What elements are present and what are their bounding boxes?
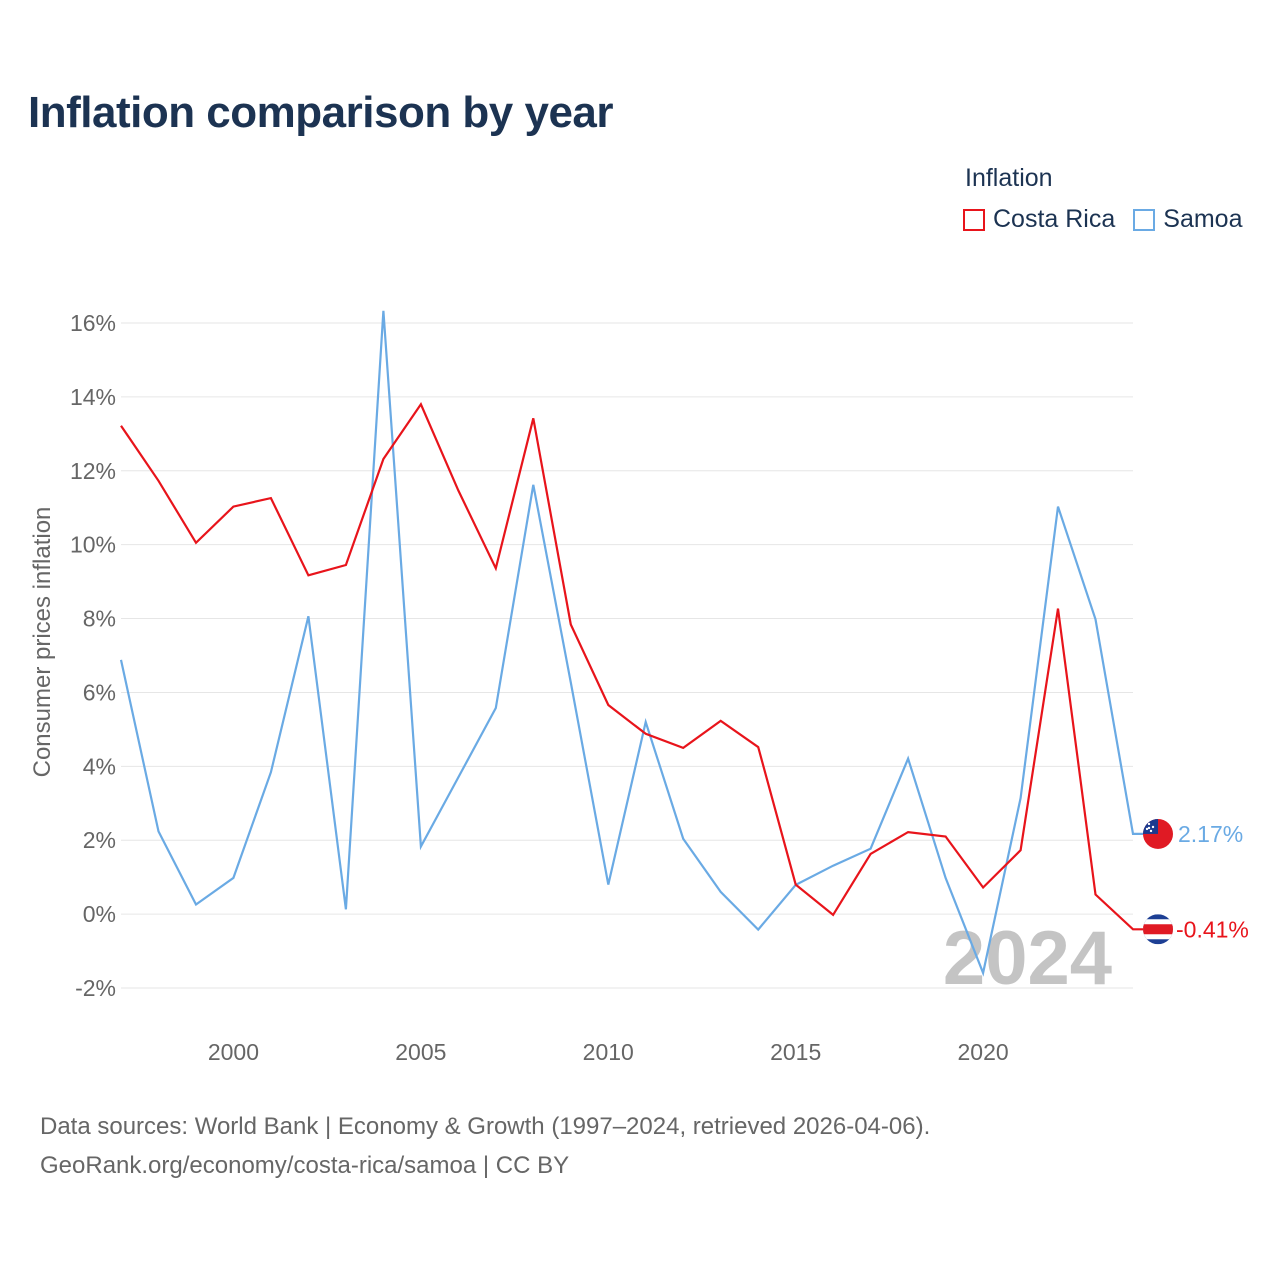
x-tick-label: 2010 [583, 1039, 634, 1065]
legend-label-costa-rica: Costa Rica [993, 205, 1116, 233]
chart-title: Inflation comparison by year [28, 88, 614, 137]
series-line-costa-rica[interactable] [120, 402, 1158, 931]
x-axis-ticks: 2000 2005 2010 2015 2020 [208, 1039, 1009, 1065]
costa-rica-flag-icon [1143, 914, 1173, 945]
y-tick-label: 16% [70, 310, 116, 336]
source-line-2[interactable]: GeoRank.org/economy/costa-rica/samoa | C… [40, 1152, 570, 1179]
y-tick-label: 0% [83, 901, 116, 927]
y-tick-label: 8% [83, 606, 116, 632]
series-lines [119, 310, 1158, 977]
y-tick-label: -2% [75, 975, 116, 1001]
end-markers: 2.17% -0.41% [1143, 818, 1249, 945]
source-line-1: Data sources: World Bank | Economy & Gro… [40, 1113, 931, 1140]
x-tick-label: 2000 [208, 1039, 259, 1065]
legend: Costa Rica Samoa [963, 205, 1260, 234]
legend-title: Inflation [965, 164, 1053, 192]
y-tick-label: 12% [70, 458, 116, 484]
x-tick-label: 2015 [770, 1039, 821, 1065]
legend-item-costa-rica[interactable]: Costa Rica [963, 205, 1115, 234]
series-line-samoa[interactable] [119, 310, 1158, 977]
samoa-flag-icon [1143, 818, 1173, 849]
data-source: Data sources: World Bank | Economy & Gro… [40, 1107, 930, 1185]
legend-label-samoa: Samoa [1163, 205, 1243, 233]
grid-lines [121, 322, 1133, 989]
y-tick-label: 2% [83, 827, 116, 853]
x-tick-label: 2005 [395, 1039, 446, 1065]
end-label-costa-rica: -0.41% [1176, 916, 1249, 942]
x-tick-label: 2020 [957, 1039, 1008, 1065]
y-tick-label: 14% [70, 384, 116, 410]
y-axis-ticks: -2% 0% 2% 4% 6% 8% 10% 12% 14% 16% [70, 310, 116, 1001]
end-label-samoa: 2.17% [1178, 821, 1243, 847]
y-tick-label: 10% [70, 532, 116, 558]
year-watermark: 2024 [943, 916, 1112, 1001]
legend-swatch-costa-rica [963, 208, 985, 231]
legend-item-samoa[interactable]: Samoa [1133, 205, 1242, 234]
y-tick-label: 6% [83, 679, 116, 705]
legend-swatch-samoa [1133, 208, 1156, 231]
y-axis-label: Consumer prices inflation [29, 507, 56, 778]
y-tick-label: 4% [83, 753, 116, 779]
